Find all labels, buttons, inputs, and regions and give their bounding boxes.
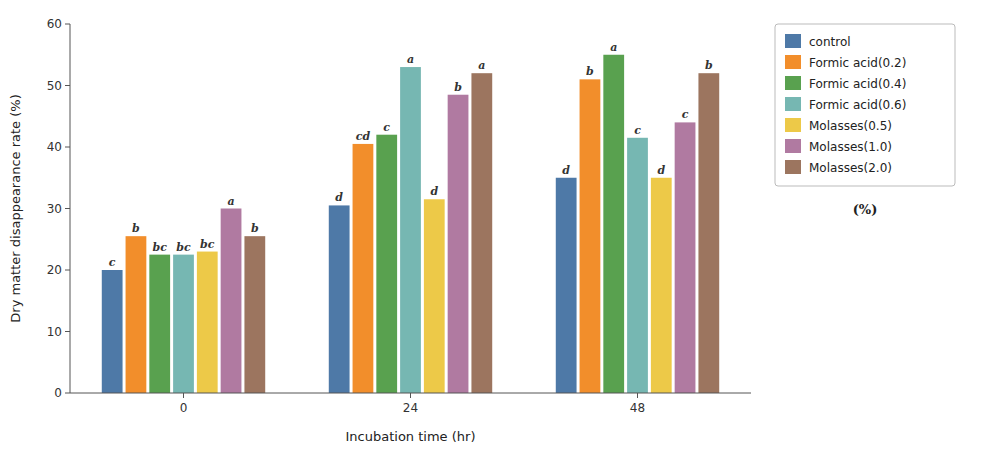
bars — [102, 55, 719, 393]
bar-annotation: c — [682, 108, 689, 121]
legend-label: Formic acid(0.6) — [809, 98, 906, 112]
x-tick — [183, 393, 184, 398]
legend-label: Molasses(0.5) — [809, 119, 892, 133]
bar — [126, 236, 147, 393]
bar-annotation: bc — [176, 241, 191, 254]
note: (%) — [853, 202, 878, 217]
bar-annotation: c — [109, 256, 116, 269]
bar-annotation: d — [430, 185, 438, 198]
bar-annotation: a — [407, 53, 414, 66]
bar-annotation: b — [705, 59, 713, 72]
y-tick-label: 40 — [47, 140, 62, 154]
y-tick — [65, 331, 70, 332]
bar — [400, 67, 421, 393]
bar-annotation: b — [132, 222, 140, 235]
x-tick — [637, 393, 638, 398]
y-tick — [65, 147, 70, 148]
bar — [698, 73, 719, 393]
bar-annotation: bc — [153, 241, 168, 254]
bar-annotation: b — [454, 81, 462, 94]
bar-annotation: d — [657, 164, 665, 177]
bar — [376, 135, 397, 393]
legend-swatch — [785, 55, 801, 69]
bar — [627, 138, 648, 393]
bar — [197, 252, 218, 393]
legend-swatch — [785, 118, 801, 132]
bar-annotation: b — [586, 65, 594, 78]
legend-label: Formic acid(0.2) — [809, 56, 906, 70]
bar-annotation: a — [478, 59, 485, 72]
bar — [580, 79, 601, 393]
legend-swatch — [785, 34, 801, 48]
bar — [675, 122, 696, 393]
bar — [221, 209, 242, 394]
y-tick-label: 0 — [54, 386, 62, 400]
legend-label: control — [809, 35, 851, 49]
bar — [424, 199, 445, 393]
bar — [102, 270, 123, 393]
legend-label: Formic acid(0.4) — [809, 77, 906, 91]
bar-annotation: c — [634, 124, 641, 137]
legend: control Formic acid(0.2) Formic acid(0.4) F… — [775, 24, 955, 217]
y-axis-label: Dry matter disappearance rate (%) — [8, 94, 23, 322]
bar — [329, 205, 350, 393]
bar — [471, 73, 492, 393]
legend-swatch — [785, 76, 801, 90]
y-tick-label: 10 — [47, 325, 62, 339]
x-tick-label: 0 — [180, 401, 188, 415]
bar-annotation: c — [383, 121, 390, 134]
legend-swatch — [785, 160, 801, 174]
y-tick-label: 60 — [47, 17, 62, 31]
x-axis-label: Incubation time (hr) — [346, 429, 476, 444]
bar — [448, 95, 469, 393]
bar-annotation: d — [335, 191, 343, 204]
x-tick-label: 48 — [630, 401, 645, 415]
y-tick-label: 50 — [47, 79, 62, 93]
legend-label: Molasses(1.0) — [809, 140, 892, 154]
y-tick-label: 20 — [47, 263, 62, 277]
x-tick-label: 24 — [403, 401, 418, 415]
y-tick — [65, 24, 70, 25]
y-tick — [65, 270, 70, 271]
annotations: cddbcdbbccabcacbcddabcbab — [109, 41, 713, 269]
bar — [556, 178, 577, 393]
bar — [651, 178, 672, 393]
bar-annotation: b — [251, 222, 259, 235]
legend-swatch — [785, 139, 801, 153]
chart: cddbcdbbccabcacbcddabcbab010203040506002… — [0, 0, 981, 455]
bar-annotation: a — [610, 41, 617, 54]
x-tick — [410, 393, 411, 398]
y-tick — [65, 393, 70, 394]
bar — [149, 255, 170, 393]
bar — [603, 55, 624, 393]
bar — [244, 236, 265, 393]
bar-annotation: d — [562, 164, 570, 177]
y-tick-label: 30 — [47, 202, 62, 216]
legend-label: Molasses(2.0) — [809, 161, 892, 175]
axes: 0 10 20 30 40 50 60 0 24 48 Incubation time (hr) Dr… — [8, 17, 751, 444]
legend-swatch — [785, 97, 801, 111]
bar — [173, 255, 194, 393]
bar-annotation: bc — [200, 238, 215, 251]
legend-box — [775, 24, 955, 186]
bar — [353, 144, 374, 393]
bar-annotation: a — [227, 195, 234, 208]
y-tick — [65, 208, 70, 209]
y-tick — [65, 85, 70, 86]
bar-annotation: cd — [356, 130, 371, 143]
